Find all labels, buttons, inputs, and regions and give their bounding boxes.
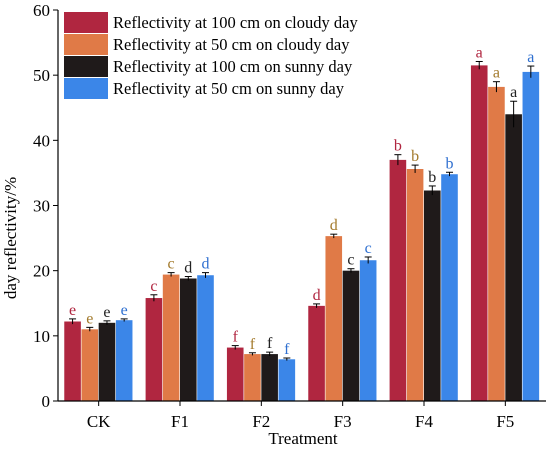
y-tick-label: 30 [33,197,50,216]
y-axis-label: day reflectivity/% [1,177,20,299]
significance-letter: d [330,217,338,234]
legend-label: Reflectivity at 50 cm on sunny day [113,79,345,98]
significance-letter: c [347,252,354,269]
significance-letter: a [493,65,500,82]
significance-letter: a [527,49,534,66]
bar [342,270,360,401]
bar [244,354,261,401]
significance-letter: b [411,148,419,165]
x-tick-label: F3 [334,412,352,431]
legend-swatch [64,12,108,33]
y-tick-label: 10 [33,327,50,346]
significance-letter: b [446,155,454,172]
legend-swatch [64,34,108,55]
y-tick-label: 20 [33,262,50,281]
significance-letter: d [313,287,321,304]
bar [406,169,424,401]
bar [226,347,244,401]
bar [505,114,522,402]
significance-letter: e [86,310,93,327]
bar [64,321,81,401]
significance-letter: e [121,302,128,319]
significance-letter: d [184,260,192,277]
significance-letter: f [233,329,239,346]
x-tick-label: F5 [496,412,514,431]
bar [278,359,296,401]
significance-letter: b [394,138,402,155]
bar [488,86,505,401]
legend-label: Reflectivity at 100 cm on sunny day [113,57,353,76]
significance-letter: d [202,256,210,273]
bar [308,305,325,401]
bar [145,298,163,401]
axes: 0 10 20 30 40 50 60 CK F1 F2 F3 F4 F5 [33,1,546,431]
significance-letter: c [365,240,372,257]
x-axis-label: Treatment [268,429,338,448]
bar [441,174,458,401]
significance-letter: a [476,44,483,61]
significance-letter: c [168,256,175,273]
legend-label: Reflectivity at 100 cm on cloudy day [113,13,358,32]
significance-letter: e [69,302,76,319]
significance-letter: f [250,336,256,353]
significance-letter: e [103,304,110,321]
legend-swatch [64,56,108,77]
y-tick-label: 0 [42,392,51,411]
significance-letter: b [428,169,436,186]
x-tick-label: F4 [415,412,433,431]
bar [197,275,214,401]
bar [115,320,133,401]
y-tick-label: 60 [33,1,50,20]
bar [81,329,99,401]
legend: Reflectivity at 100 cm on cloudy day Refl… [64,12,358,99]
y-tick-label: 50 [33,66,50,85]
bar [470,65,488,402]
significance-letter: f [284,341,290,358]
bar [180,278,197,401]
significance-letter: c [150,278,157,295]
x-tick-label: F1 [171,412,189,431]
bar [359,260,377,401]
x-tick-label: CK [87,412,111,431]
y-tick-label: 40 [33,131,50,150]
bar [424,190,441,401]
x-tick-label: F2 [252,412,270,431]
bar [98,322,116,401]
bar [261,354,278,401]
bar [162,274,180,401]
significance-letter: a [510,84,517,101]
legend-label: Reflectivity at 50 cm on cloudy day [113,35,350,54]
bar [325,236,343,401]
legend-swatch [64,78,108,99]
bar [389,159,407,401]
significance-letter: f [267,335,273,352]
bar [522,71,540,402]
